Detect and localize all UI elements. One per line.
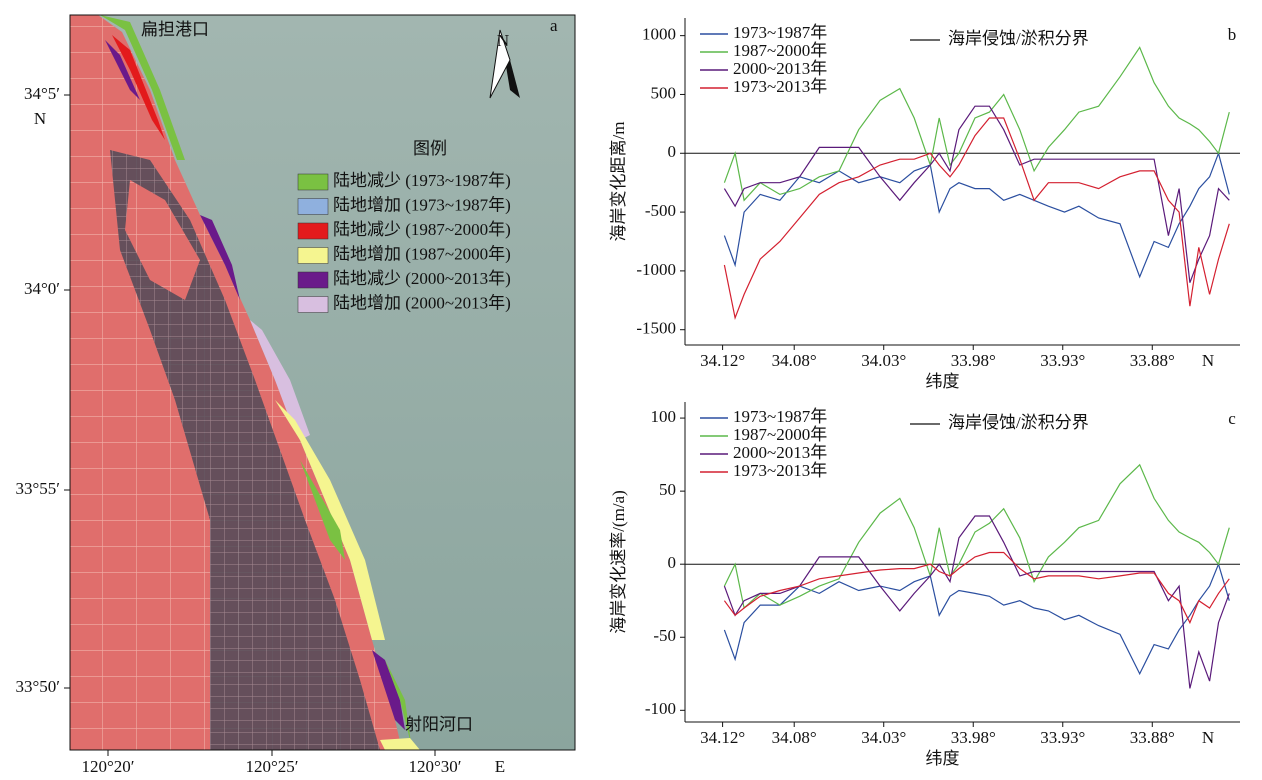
map [70,15,575,750]
legend-label: 陆地减少 (1987~2000年) [333,220,511,239]
map-tick-label: 34°0′ [24,279,60,298]
panel-label: a [550,16,558,35]
legend-label: 2000~2013年 [733,59,827,78]
legend-label: 陆地增加 (2000~2013年) [333,293,511,312]
legend-label: 陆地减少 (1973~1987年) [333,171,511,190]
legend-swatch [298,248,328,264]
figure: a 扁担港口 射阳河口 N 图例 N E 陆地减少 (1973~1987年) 陆地… [0,0,1262,780]
map-tick-label: 34°5′ [24,84,60,103]
y-axis-label: 海岸变化距离/m [609,122,628,242]
y-tick-label: 100 [651,407,677,426]
series-line [724,564,1229,674]
legend-label: 2000~2013年 [733,443,827,462]
legend-swatch [298,174,328,190]
series-line [724,553,1229,623]
x-tick-label: 33.88° [1130,351,1175,370]
north-label: N [497,31,509,50]
x-tick-label: 34.03° [861,351,906,370]
place-label: 射阳河口 [405,715,473,734]
boundary-legend-label: 海岸侵蚀/淤积分界 [948,413,1089,432]
legend-label: 陆地增加 (1973~1987年) [333,195,511,214]
series-line [724,118,1229,318]
legend-label: 1973~1987年 [733,23,827,42]
legend-swatch [298,223,328,239]
series-line [724,516,1229,688]
y-axis-label: 海岸变化速率/(m/a) [609,490,628,634]
x-tick-label: 34.03° [861,728,906,747]
y-tick-label: 0 [668,553,677,572]
legend-label: 1973~1987年 [733,407,827,426]
y-tick-label: -100 [645,699,676,718]
x-unit: N [1202,728,1214,747]
x-tick-label: 33.98° [951,351,996,370]
legend-label: 陆地增加 (1987~2000年) [333,244,511,263]
axis-unit: E [495,757,505,776]
legend-swatch [298,297,328,313]
legend-title: 图例 [413,139,447,158]
map-tick-label: 33°55′ [15,479,60,498]
x-tick-label: 34.12° [700,728,745,747]
y-tick-label: 0 [668,142,677,161]
legend-label: 1987~2000年 [733,425,827,444]
y-tick-label: 1000 [642,25,676,44]
x-tick-label: 33.93° [1040,351,1085,370]
y-tick-label: -1000 [636,260,676,279]
panel-label: c [1228,409,1236,428]
place-label: 扁担港口 [141,20,209,39]
legend-label: 1987~2000年 [733,41,827,60]
axis-unit: N [34,109,46,128]
legend-label: 1973~2013年 [733,461,827,480]
map-tick-label: 120°30′ [408,757,461,776]
x-tick-label: 33.98° [951,728,996,747]
legend-swatch [298,199,328,215]
y-tick-label: -500 [645,201,676,220]
panel-label: b [1228,25,1237,44]
legend-label: 1973~2013年 [733,77,827,96]
boundary-legend-label: 海岸侵蚀/淤积分界 [948,29,1089,48]
map-tick-label: 33°50′ [15,677,60,696]
series-line [724,153,1229,276]
x-tick-label: 33.93° [1040,728,1085,747]
map-tick-label: 120°25′ [245,757,298,776]
legend-swatch [298,272,328,288]
x-tick-label: 34.08° [772,351,817,370]
x-axis-label: 纬度 [926,749,960,768]
y-tick-label: 500 [651,83,677,102]
page: a 扁担港口 射阳河口 N 图例 N E 陆地减少 (1973~1987年) 陆地… [0,0,1262,780]
y-tick-label: -1500 [636,319,676,338]
x-tick-label: 34.12° [700,351,745,370]
legend-label: 陆地减少 (2000~2013年) [333,269,511,288]
x-axis-label: 纬度 [926,372,960,391]
map-tick-label: 120°20′ [81,757,134,776]
y-tick-label: 50 [659,480,676,499]
x-tick-label: 33.88° [1130,728,1175,747]
y-tick-label: -50 [653,626,676,645]
x-tick-label: 34.08° [772,728,817,747]
x-unit: N [1202,351,1214,370]
